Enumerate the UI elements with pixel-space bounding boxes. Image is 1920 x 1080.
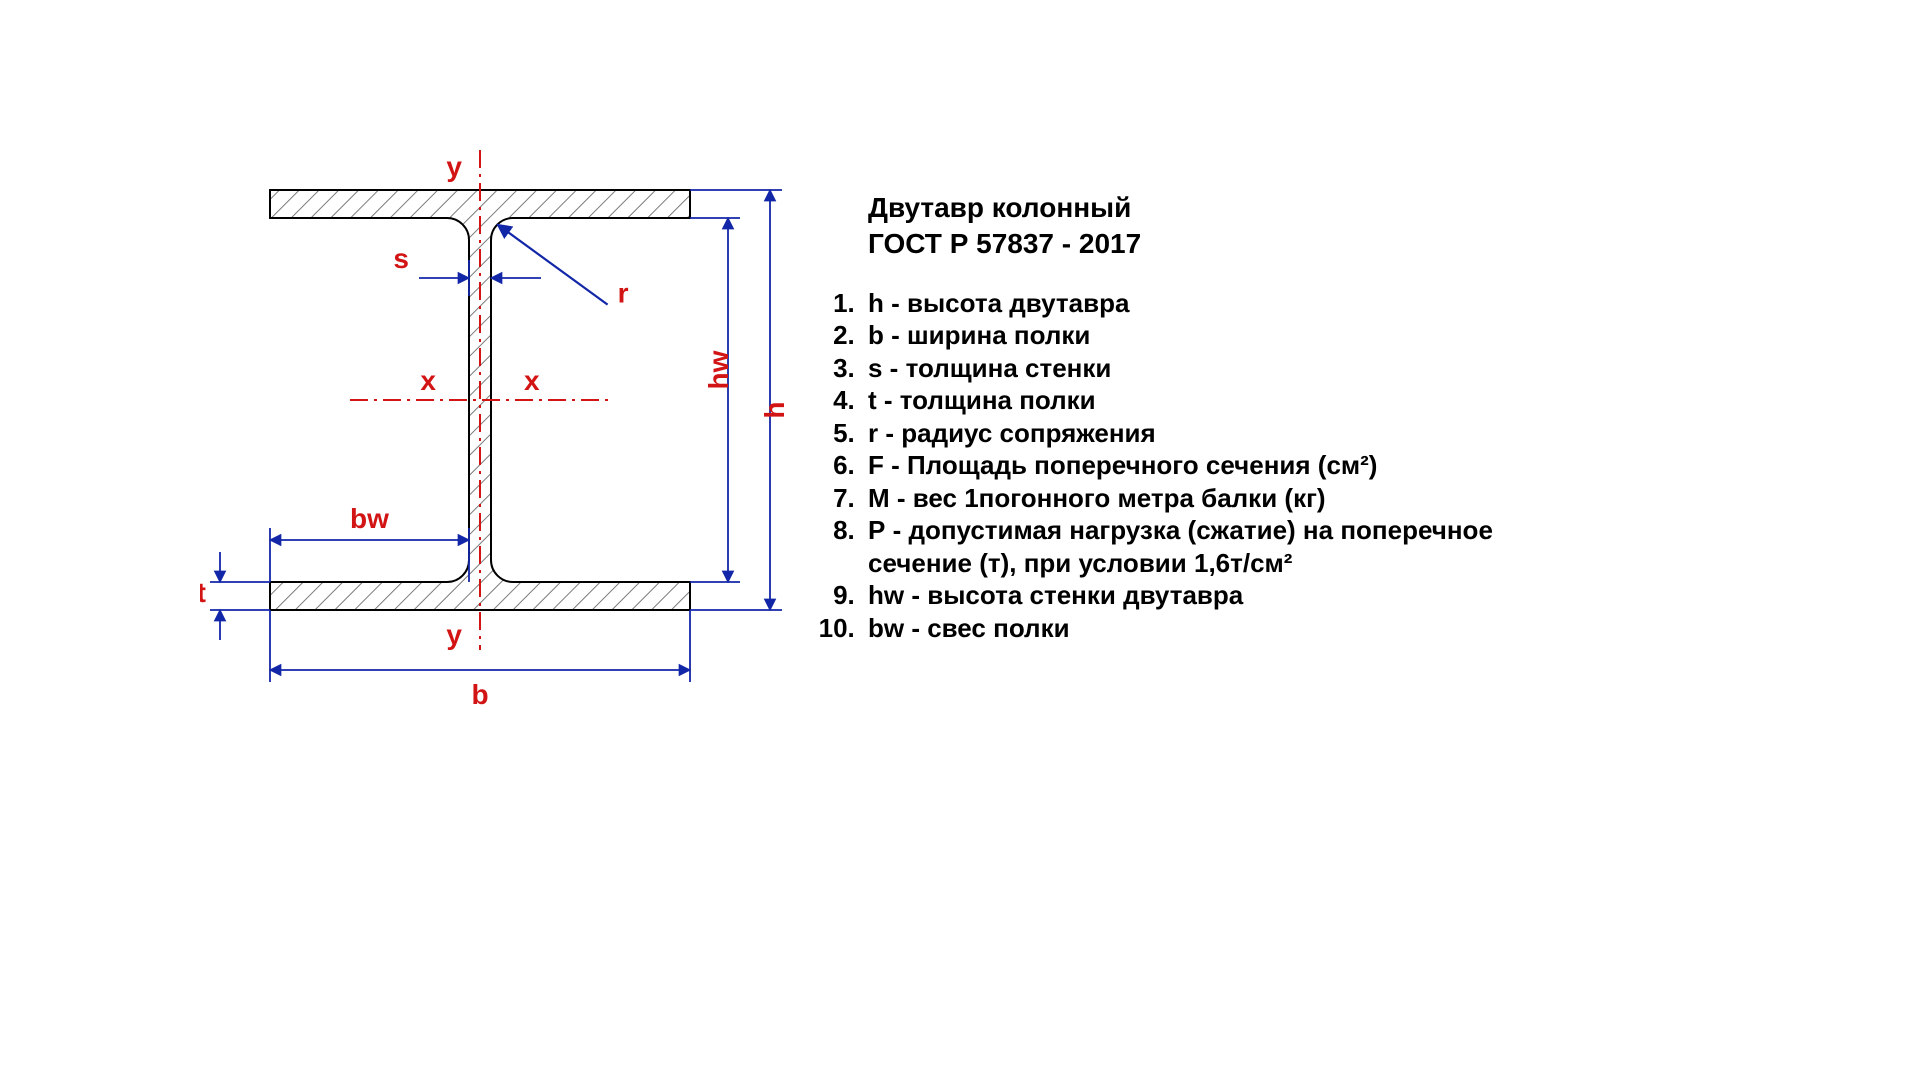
label-s: s: [393, 243, 409, 274]
legend-item: М - вес 1погонного метра балки (кг): [862, 482, 1520, 515]
label-h: h: [759, 401, 790, 418]
label-y-bot: y: [446, 619, 462, 650]
label-t: t: [200, 577, 206, 608]
legend-item: b - ширина полки: [862, 319, 1520, 352]
diagram-area: y y x x s r bw t b h hw: [200, 150, 800, 750]
legend-item: t - толщина полки: [862, 384, 1520, 417]
legend-item: F - Площадь поперечного сечения (см²): [862, 449, 1520, 482]
label-y-top: y: [446, 151, 462, 182]
text-area: Двутавр колонный ГОСТ Р 57837 - 2017 h -…: [820, 190, 1520, 644]
title-line-1: Двутавр колонный: [868, 192, 1131, 223]
label-b: b: [471, 679, 488, 710]
label-x-left: x: [420, 365, 436, 396]
label-bw: bw: [350, 503, 389, 534]
legend-item: r - радиус сопряжения: [862, 417, 1520, 450]
legend-item: s - толщина стенки: [862, 352, 1520, 385]
diagram-title: Двутавр колонный ГОСТ Р 57837 - 2017: [868, 190, 1520, 263]
title-line-2: ГОСТ Р 57837 - 2017: [868, 228, 1141, 259]
legend-item: Р - допустимая нагрузка (сжатие) на попе…: [862, 514, 1520, 579]
legend-item: h - высота двутавра: [862, 287, 1520, 320]
leader-r: [498, 225, 608, 305]
legend-list: h - высота двутавраb - ширина полкиs - т…: [820, 287, 1520, 645]
label-hw: hw: [703, 350, 734, 389]
i-beam-diagram: y y x x s r bw t b h hw: [200, 150, 800, 750]
page-container: y y x x s r bw t b h hw Двутавр колонный ГОСТ Р 57…: [0, 0, 1920, 1080]
label-r: r: [618, 278, 629, 309]
legend-item: hw - высота стенки двутавра: [862, 579, 1520, 612]
legend-item: bw - свес полки: [862, 612, 1520, 645]
label-x-right: x: [524, 365, 540, 396]
